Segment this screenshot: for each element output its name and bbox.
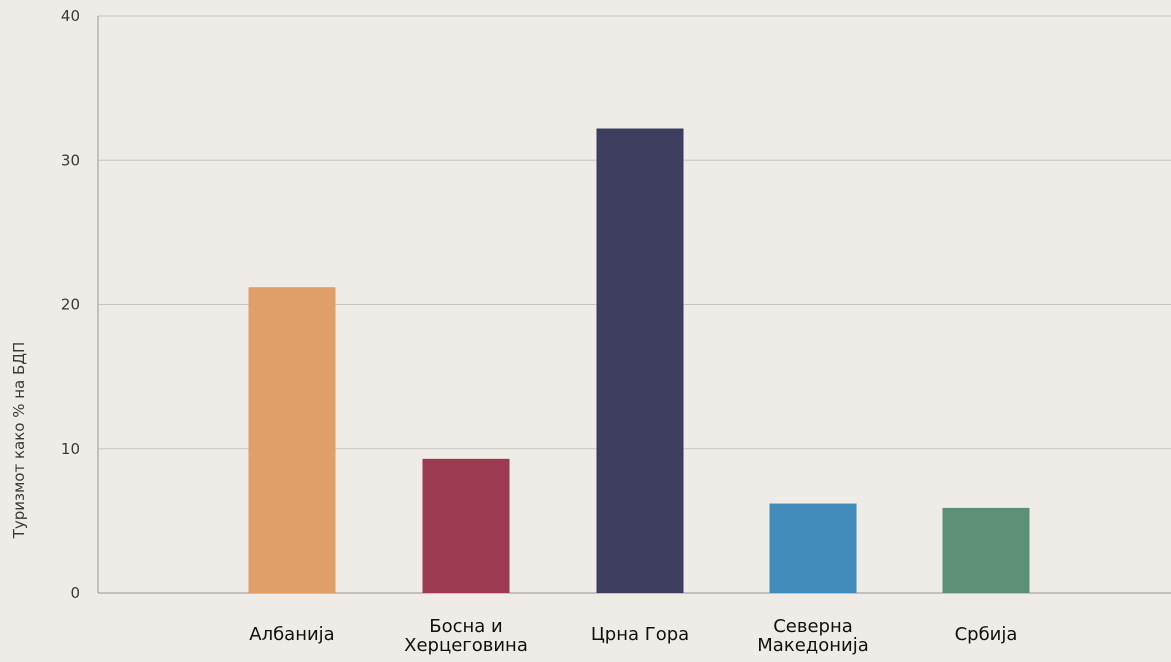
- y-axis-title: Туризмот како % на БДП: [10, 342, 28, 540]
- x-category-label: Македонија: [757, 635, 868, 656]
- x-category-label: Северна: [773, 616, 853, 637]
- y-tick-label: 20: [61, 296, 80, 314]
- x-category-label: Херцеговина: [404, 635, 528, 656]
- bar-5: [942, 507, 1030, 593]
- y-tick-labels: 0 10 20 30 40: [61, 7, 80, 602]
- y-tick-label: 10: [61, 440, 80, 458]
- x-category-label: Србија: [955, 624, 1018, 645]
- bars: [248, 128, 1030, 593]
- bar-1: [248, 287, 336, 593]
- bar-4: [769, 503, 857, 593]
- bar-2: [422, 458, 510, 593]
- x-category-label: Босна и: [429, 616, 502, 637]
- bar-3: [596, 128, 684, 593]
- y-tick-label: 40: [61, 7, 80, 25]
- y-tick-label: 30: [61, 151, 80, 169]
- x-category-label: Црна Гора: [591, 624, 689, 645]
- x-category-label: Албанија: [249, 624, 334, 645]
- y-tick-label: 0: [70, 584, 80, 602]
